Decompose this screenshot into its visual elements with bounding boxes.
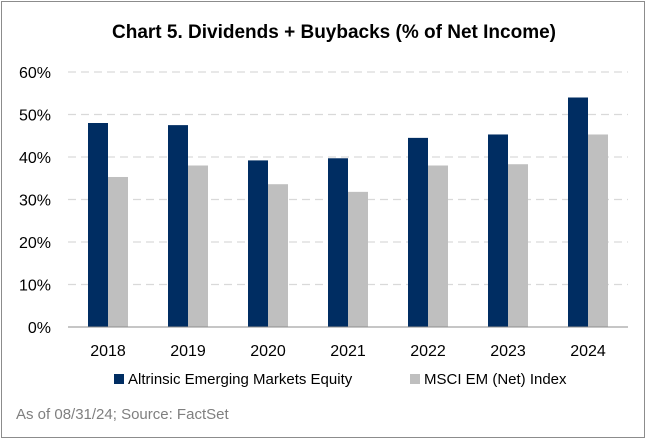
x-tick-label: 2023 <box>490 343 526 360</box>
bar-msci-2022 <box>428 165 448 327</box>
chart-title: Chart 5. Dividends + Buybacks (% of Net … <box>112 22 556 43</box>
legend: Altrinsic Emerging Markets Equity MSCI E… <box>114 371 567 388</box>
x-tick-label: 2018 <box>90 343 126 360</box>
source-note: As of 08/31/24; Source: FactSet <box>16 406 229 423</box>
y-tick-label: 20% <box>19 235 51 252</box>
x-tick-label: 2021 <box>330 343 366 360</box>
y-tick-label: 50% <box>19 108 51 125</box>
y-tick-label: 40% <box>19 150 51 167</box>
bar-altrinsic-2022 <box>408 137 428 327</box>
x-tick-label: 2022 <box>410 343 446 360</box>
bar-altrinsic-2024 <box>568 97 588 327</box>
bar-altrinsic-2023 <box>488 134 508 327</box>
y-tick-label: 30% <box>19 193 51 210</box>
y-axis-ticks: 0% 10% 20% 30% 40% 50% 60% <box>19 65 51 337</box>
legend-label-altrinsic: Altrinsic Emerging Markets Equity <box>128 371 353 388</box>
bar-altrinsic-2018 <box>88 123 108 327</box>
bar-msci-2024 <box>588 134 608 327</box>
y-tick-label: 10% <box>19 278 51 295</box>
bar-msci-2020 <box>268 184 288 327</box>
x-axis-ticks: 2018 2019 2020 2021 2022 2023 2024 <box>90 343 606 360</box>
bar-msci-2018 <box>108 176 128 327</box>
bar-altrinsic-2021 <box>328 158 348 327</box>
legend-swatch-altrinsic <box>114 374 124 384</box>
y-tick-label: 0% <box>28 320 51 337</box>
x-tick-label: 2020 <box>250 343 286 360</box>
legend-label-msci: MSCI EM (Net) Index <box>424 371 567 388</box>
x-tick-label: 2019 <box>170 343 206 360</box>
bars <box>88 97 608 327</box>
legend-swatch-msci <box>410 374 420 384</box>
y-tick-label: 60% <box>19 65 51 82</box>
bar-msci-2023 <box>508 164 528 327</box>
bar-altrinsic-2019 <box>168 125 188 327</box>
x-tick-label: 2024 <box>570 343 606 360</box>
bar-msci-2019 <box>188 165 208 327</box>
bar-altrinsic-2020 <box>248 160 268 327</box>
bar-msci-2021 <box>348 191 368 327</box>
